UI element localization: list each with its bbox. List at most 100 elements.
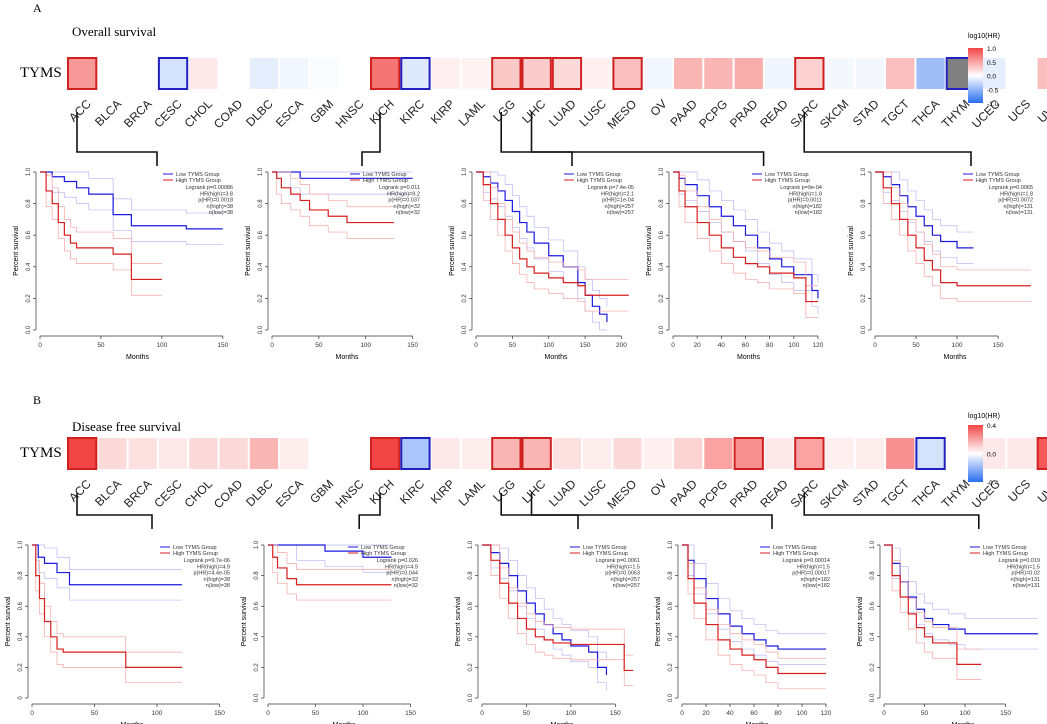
- x-tick-label: 100: [152, 710, 163, 717]
- cancer-label-stad: STAD: [850, 97, 882, 129]
- x-tick-label: 150: [610, 710, 621, 717]
- cancer-label-skcm: SKCM: [817, 477, 851, 511]
- cancer-label-brca: BRCA: [121, 97, 154, 130]
- stat-line: p(HR)=0.037: [388, 198, 420, 204]
- cancer-label-paad: PAAD: [668, 477, 701, 510]
- ci-lower-high: [40, 171, 162, 296]
- stat-line: p(HR)=0.0072: [998, 198, 1033, 204]
- legend-label: High TYMS Group: [983, 551, 1028, 557]
- km-curve-high: [673, 171, 818, 303]
- cancer-label-luad: LUAD: [546, 97, 579, 130]
- ci-upper-high: [40, 171, 162, 264]
- km-curve-high: [476, 171, 629, 296]
- x-axis-label: Months: [551, 722, 574, 724]
- ci-upper-high: [482, 544, 634, 656]
- ci-upper-high: [268, 544, 392, 570]
- x-tick-label: 50: [315, 342, 323, 349]
- legend-label: High TYMS Group: [765, 178, 810, 184]
- heatmap-cell-kirc: [400, 57, 431, 90]
- heatmap-cell-paad: [674, 438, 703, 469]
- heatmap-cell-prad: [734, 58, 763, 89]
- km-plot-b-lihc: 0.0 0.2 0.4 0.6 0.8 1.0 0 20 40 60 80 100 120 Months P…: [655, 540, 832, 724]
- heatmap-cell-hnsc: [340, 438, 369, 469]
- heatmap-cell-kirc: [400, 437, 431, 470]
- heatmap-cell-kirp: [431, 438, 460, 469]
- cancer-label-prad: PRAD: [727, 477, 761, 511]
- y-tick-label: 0.4: [668, 632, 674, 641]
- stat-line: HR(high)=3.8: [200, 191, 233, 197]
- stat-line: HR(high)=9.2: [387, 191, 420, 197]
- km-plot-b-acc: 0 0.2 0.4 0.6 0.8 1.0 0 50 100 150 Months Percent s…: [5, 540, 230, 724]
- legend-label: Low TYMS Group: [765, 172, 809, 178]
- cancer-label-gbm: GBM: [307, 97, 336, 126]
- cancer-label-ucs: UCS: [1005, 477, 1033, 505]
- y-tick-label: 1.0: [861, 167, 867, 176]
- gene-label: TYMS: [20, 445, 62, 461]
- km-curve-low: [673, 171, 819, 299]
- y-tick-label: 0.8: [254, 571, 260, 580]
- y-axis-label: Percent survival: [655, 596, 662, 646]
- connector-lihc: [530, 493, 773, 529]
- cancer-label-uvm: UVM: [1035, 477, 1047, 506]
- connector-acc: [76, 493, 153, 529]
- stat-line: Logrank p=0.019: [999, 558, 1040, 564]
- ci-lower-low: [476, 171, 607, 331]
- x-tick-label: 0: [671, 342, 675, 349]
- ci-lower-high: [673, 171, 818, 318]
- y-tick-label: 0.2: [861, 294, 867, 303]
- stat-line: HR(high)=2.1: [601, 191, 634, 197]
- y-tick-label: 0.8: [18, 571, 24, 580]
- stat-line: n(high)=32: [392, 577, 418, 583]
- scale-tick: -1.0: [987, 101, 999, 108]
- cancer-label-meso: MESO: [604, 97, 639, 132]
- y-tick-label: 0.8: [668, 571, 674, 580]
- stat-line: Logrank p=0.00086: [185, 185, 233, 191]
- x-axis-label: Months: [121, 722, 144, 724]
- scale-tick: 0.0: [987, 452, 996, 459]
- cancer-label-prad: PRAD: [727, 97, 761, 131]
- panel-letter: B: [33, 393, 41, 407]
- x-tick-label: 0: [873, 342, 877, 349]
- y-tick-label: 0.2: [18, 663, 24, 672]
- y-tick-label: 0.2: [254, 663, 260, 672]
- ci-upper-high: [875, 171, 1031, 271]
- cancer-label-coad: COAD: [211, 97, 246, 132]
- cancer-label-pcpg: PCPG: [696, 97, 730, 131]
- y-tick-label: 0.0: [462, 325, 468, 334]
- heatmap-cell-lgg: [491, 57, 522, 90]
- ci-upper-low: [682, 544, 826, 635]
- scale-bar: [968, 425, 983, 482]
- y-tick-label: 0.0: [668, 693, 674, 702]
- connector-acc: [76, 112, 158, 166]
- y-tick-label: 0.2: [659, 294, 665, 303]
- x-tick-label: 80: [774, 710, 782, 717]
- km-plot-a-sarc: 0.0 0.2 0.4 0.6 0.8 1.0 0 50 100 150 Months Percent…: [848, 167, 1033, 361]
- heatmap-cell-stad: [855, 58, 885, 89]
- y-tick-label: 0.4: [18, 632, 24, 641]
- cancer-label-kich: KICH: [367, 477, 397, 507]
- x-tick-label: 100: [543, 342, 554, 349]
- y-tick-label: 0.6: [254, 601, 260, 610]
- heatmap-cell-uvm: [1036, 437, 1047, 470]
- km-plot-a-lgg: 0.0 0.2 0.4 0.6 0.8 1.0 0 50 100 150 200 Months Perc…: [449, 167, 634, 361]
- stat-line: p(HR)=0.044: [386, 571, 418, 577]
- stat-line: n(high)=38: [207, 204, 233, 210]
- heatmap-cell-lgg: [491, 437, 522, 470]
- x-tick-label: 100: [952, 342, 963, 349]
- cancer-label-tgct: TGCT: [879, 476, 912, 509]
- y-axis-label: Percent survival: [5, 596, 12, 646]
- cancer-label-dlbc: DLBC: [243, 477, 276, 510]
- x-axis-label: Months: [336, 354, 359, 361]
- y-tick-label: 0.2: [668, 663, 674, 672]
- cancer-label-paad: PAAD: [668, 97, 701, 130]
- x-axis-label: Months: [944, 354, 967, 361]
- ci-lower-low: [40, 171, 223, 246]
- heatmap-cell-pcpg: [704, 438, 733, 469]
- heatmap-cell-kich: [370, 57, 401, 90]
- x-tick-label: 50: [509, 342, 517, 349]
- km-curve-low: [268, 544, 392, 558]
- y-tick-label: 0.2: [258, 294, 264, 303]
- x-tick-label: 50: [912, 342, 920, 349]
- heatmap-cell-brca: [128, 438, 157, 469]
